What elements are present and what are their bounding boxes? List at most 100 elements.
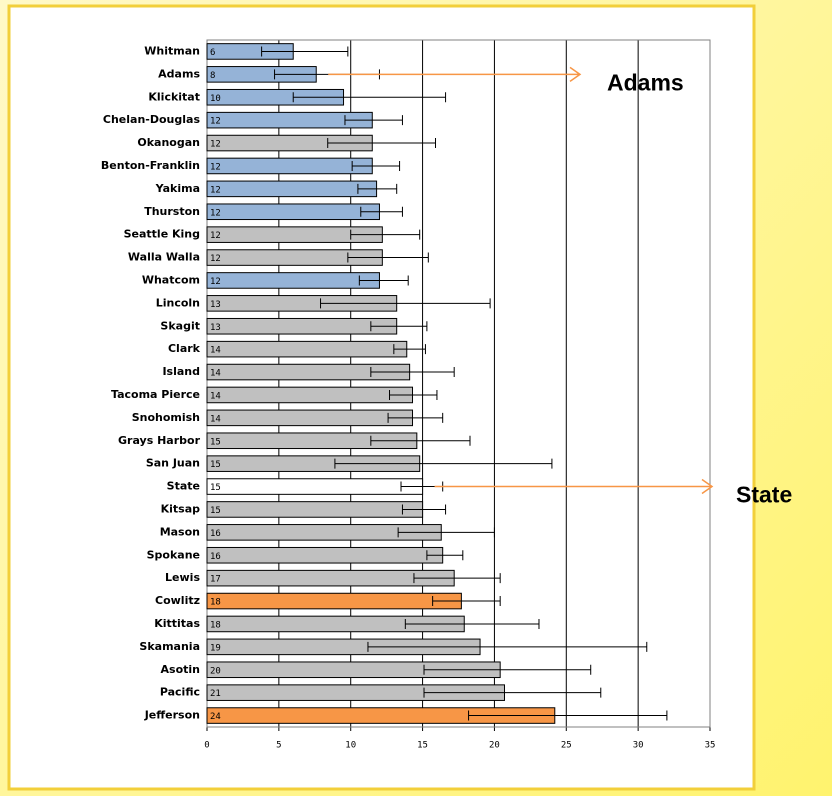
value-label: 12 — [210, 117, 221, 127]
value-label: 13 — [210, 323, 221, 333]
y-tick-label: Seattle King — [124, 228, 200, 241]
value-label: 12 — [210, 277, 221, 287]
value-label: 15 — [210, 437, 221, 447]
x-tick-label: 15 — [417, 741, 428, 751]
value-label: 19 — [210, 643, 221, 653]
y-tick-label: Skagit — [160, 319, 200, 332]
y-tick-label: Lincoln — [156, 296, 200, 309]
bar — [206, 180, 378, 198]
error-bar — [401, 504, 447, 515]
value-label: 6 — [210, 48, 215, 58]
y-tick-label: Skamania — [139, 640, 200, 653]
error-bar — [360, 206, 403, 217]
bar — [206, 317, 398, 335]
x-tick-label: 20 — [489, 741, 500, 751]
y-tick-label: Clark — [168, 342, 201, 355]
y-tick-label: Benton-Franklin — [101, 159, 200, 172]
x-tick-label: 5 — [276, 741, 281, 751]
error-bar — [468, 710, 668, 721]
x-tick-label: 30 — [633, 741, 644, 751]
error-bar — [261, 46, 349, 57]
value-label: 12 — [210, 162, 221, 172]
value-label: 15 — [210, 506, 221, 516]
error-bar — [367, 641, 648, 652]
y-tick-label: Walla Walla — [128, 251, 200, 264]
annotation: Adams — [607, 69, 684, 95]
error-bar — [389, 389, 438, 400]
bar — [206, 409, 414, 427]
y-tick-label: Lewis — [165, 571, 200, 584]
value-label: 16 — [210, 552, 221, 562]
value-label: 18 — [210, 598, 221, 608]
value-label: 10 — [210, 94, 221, 104]
error-bar — [292, 92, 447, 103]
y-tick-label: Yakima — [155, 182, 200, 195]
error-bar — [370, 321, 428, 332]
error-bar — [432, 596, 501, 607]
error-bar — [370, 435, 471, 446]
y-tick-label: Island — [162, 365, 200, 378]
error-bar — [358, 275, 409, 286]
y-tick-label: Spokane — [147, 548, 200, 561]
y-tick-label: Grays Harbor — [118, 434, 201, 447]
value-label: 15 — [210, 483, 221, 493]
value-label: 8 — [210, 71, 215, 81]
y-tick-label: Pacific — [160, 686, 200, 699]
bar — [206, 340, 408, 358]
value-label: 14 — [210, 346, 221, 356]
y-tick-label: Jefferson — [144, 709, 200, 722]
y-tick-label: Mason — [160, 525, 200, 538]
y-tick-label: Cowlitz — [155, 594, 200, 607]
error-bar — [357, 183, 398, 194]
error-bar — [426, 550, 464, 561]
error-bar — [393, 344, 426, 355]
bar — [206, 592, 462, 610]
value-label: 14 — [210, 369, 221, 379]
value-label: 24 — [210, 712, 221, 722]
error-bar — [423, 687, 602, 698]
y-tick-label: Chelan-Douglas — [103, 113, 201, 126]
x-tick-label: 10 — [345, 741, 356, 751]
value-label: 15 — [210, 460, 221, 470]
bar — [206, 501, 424, 518]
error-bar — [347, 252, 429, 263]
bar — [206, 478, 424, 495]
value-label: 12 — [210, 208, 221, 218]
y-tick-label: Kittitas — [154, 617, 200, 630]
y-tick-label: Okanogan — [137, 136, 200, 149]
y-tick-label: Whatcom — [142, 273, 200, 286]
value-label: 14 — [210, 414, 221, 424]
error-bar — [423, 664, 592, 675]
bar — [206, 272, 380, 289]
x-tick-label: 35 — [705, 741, 716, 751]
value-label: 12 — [210, 231, 221, 241]
value-label: 14 — [210, 391, 221, 401]
annotation: State — [736, 482, 792, 508]
x-tick-label: 25 — [561, 741, 572, 751]
value-label: 21 — [210, 689, 221, 699]
y-tick-label: Asotin — [161, 663, 200, 676]
y-tick-label: Thurston — [144, 205, 200, 218]
value-label: 18 — [210, 620, 221, 630]
error-bar — [413, 573, 501, 584]
y-tick-label: San Juan — [146, 457, 200, 470]
y-tick-label: Kitsap — [161, 502, 201, 515]
bar — [206, 546, 444, 564]
value-label: 17 — [210, 575, 221, 585]
error-bar — [327, 138, 437, 149]
value-label: 12 — [210, 185, 221, 195]
annotation-arrow — [434, 478, 714, 495]
value-label: 13 — [210, 300, 221, 310]
value-label: 12 — [210, 140, 221, 150]
error-bar — [404, 618, 540, 629]
error-bar — [320, 298, 491, 309]
y-tick-label: Klickitat — [148, 90, 200, 103]
error-bar — [370, 367, 455, 378]
error-bar — [334, 458, 553, 469]
error-bar — [344, 115, 403, 126]
y-tick-label: Snohomish — [132, 411, 200, 424]
y-tick-label: Adams — [158, 67, 200, 80]
bar — [206, 203, 380, 221]
